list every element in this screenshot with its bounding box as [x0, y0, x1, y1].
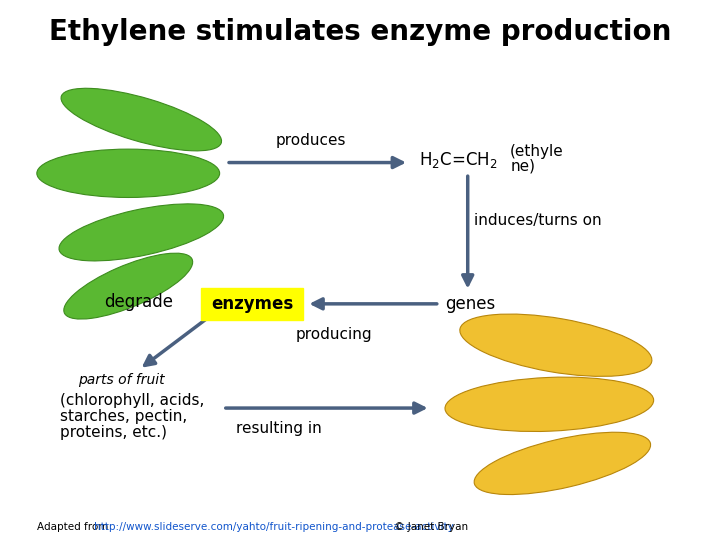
- Text: Ethylene stimulates enzyme production: Ethylene stimulates enzyme production: [49, 17, 671, 45]
- Ellipse shape: [64, 253, 193, 319]
- Text: produces: produces: [276, 133, 346, 148]
- Text: http://www.slideserve.com/yahto/fruit-ripening-and-protease-activity: http://www.slideserve.com/yahto/fruit-ri…: [94, 522, 454, 531]
- Text: (chlorophyll, acids,: (chlorophyll, acids,: [60, 393, 204, 408]
- Text: enzymes: enzymes: [211, 295, 294, 313]
- Text: ne): ne): [510, 159, 535, 174]
- Text: H$_2$C=CH$_2$: H$_2$C=CH$_2$: [419, 150, 498, 170]
- Text: © Janet Bryan: © Janet Bryan: [392, 522, 469, 531]
- Ellipse shape: [445, 377, 654, 431]
- Text: producing: producing: [296, 327, 372, 342]
- Text: induces/turns on: induces/turns on: [474, 213, 602, 227]
- Ellipse shape: [59, 204, 224, 261]
- Ellipse shape: [37, 149, 220, 198]
- Text: starches, pectin,: starches, pectin,: [60, 409, 187, 423]
- Text: parts of fruit: parts of fruit: [78, 373, 165, 387]
- Text: resulting in: resulting in: [235, 422, 321, 436]
- Text: proteins, etc.): proteins, etc.): [60, 425, 167, 440]
- FancyBboxPatch shape: [202, 288, 303, 320]
- Text: genes: genes: [445, 295, 495, 313]
- Text: Adapted from: Adapted from: [37, 522, 112, 531]
- Text: (ethyle: (ethyle: [510, 144, 564, 159]
- Ellipse shape: [474, 432, 651, 495]
- Text: degrade: degrade: [104, 293, 173, 311]
- Ellipse shape: [61, 89, 222, 151]
- Ellipse shape: [460, 314, 652, 376]
